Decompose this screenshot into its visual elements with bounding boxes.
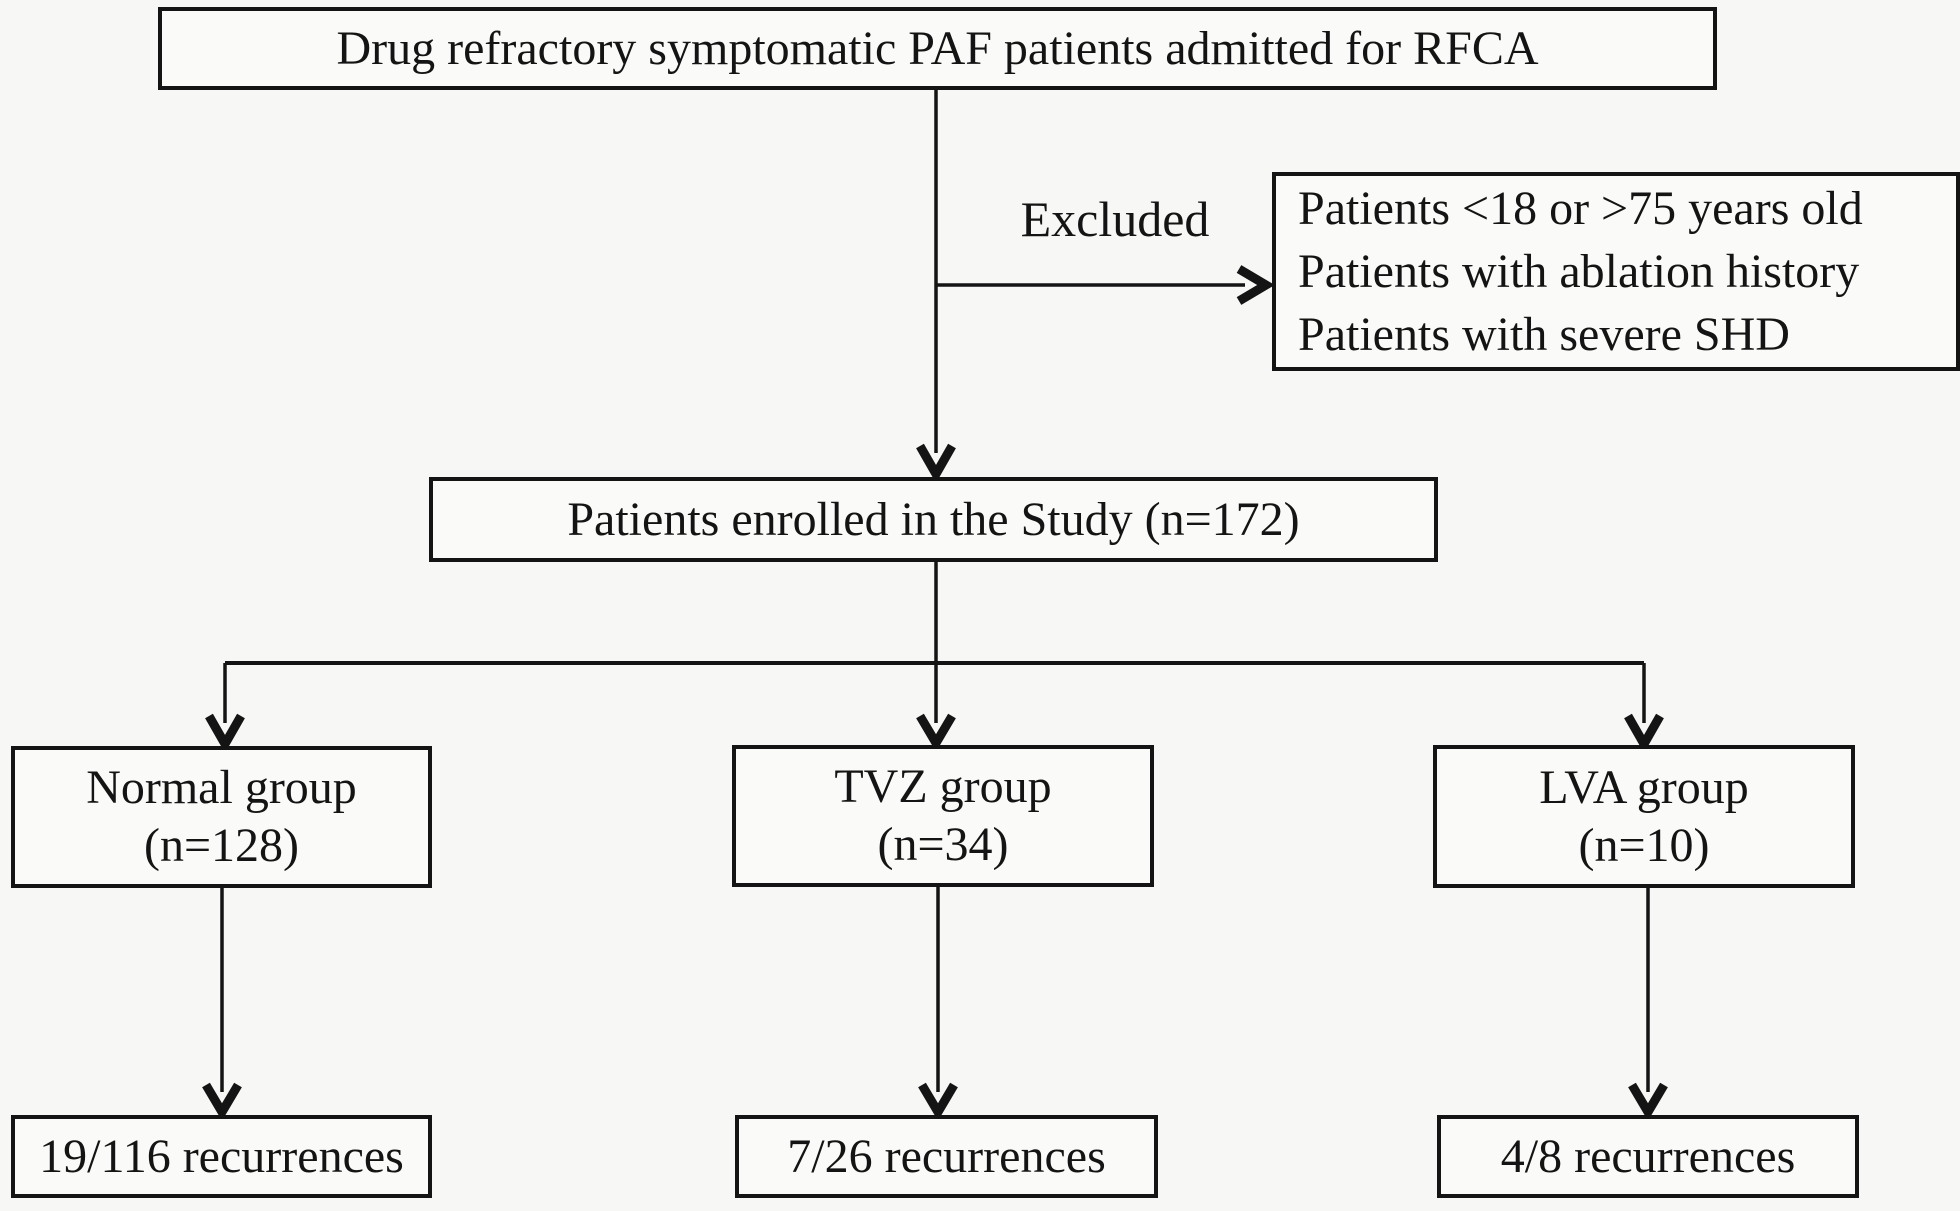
enrolled-box: Patients enrolled in the Study (n=172) bbox=[429, 477, 1438, 562]
normal-group-box: Normal group (n=128) bbox=[11, 746, 432, 888]
admission-text: Drug refractory symptomatic PAF patients… bbox=[336, 21, 1539, 75]
normal-group-name: Normal group bbox=[86, 761, 357, 814]
lva-recurrence-box: 4/8 recurrences bbox=[1437, 1115, 1859, 1198]
exclusion-box: Patients <18 or >75 years old Patients w… bbox=[1272, 172, 1960, 371]
exclusion-line-severe-shd: Patients with severe SHD bbox=[1298, 308, 1790, 361]
excluded-label: Excluded bbox=[1020, 191, 1210, 247]
arrowhead-right-exclusion bbox=[1236, 265, 1275, 305]
exclusion-line-ablation-history: Patients with ablation history bbox=[1298, 245, 1860, 298]
arrowhead-down-tvz-recurrence bbox=[918, 1082, 958, 1121]
lva-recurrence-text: 4/8 recurrences bbox=[1500, 1129, 1796, 1183]
tvz-group-n: (n=34) bbox=[877, 818, 1009, 871]
tvz-recurrence-text: 7/26 recurrences bbox=[787, 1129, 1106, 1183]
lva-group-box: LVA group (n=10) bbox=[1433, 745, 1855, 888]
normal-recurrence-text: 19/116 recurrences bbox=[39, 1129, 404, 1183]
tvz-group-name: TVZ group bbox=[834, 760, 1052, 813]
arrowhead-down-lva-group bbox=[1624, 713, 1664, 754]
lva-group-n: (n=10) bbox=[1578, 818, 1710, 872]
tvz-group-box: TVZ group (n=34) bbox=[732, 745, 1154, 887]
arrowhead-down-lva-recurrence bbox=[1628, 1082, 1668, 1121]
admission-box: Drug refractory symptomatic PAF patients… bbox=[158, 7, 1717, 90]
tvz-recurrence-box: 7/26 recurrences bbox=[735, 1115, 1158, 1198]
normal-recurrence-box: 19/116 recurrences bbox=[11, 1115, 432, 1198]
exclusion-line-age: Patients <18 or >75 years old bbox=[1298, 182, 1863, 235]
lva-group-name: LVA group bbox=[1539, 760, 1749, 814]
arrowhead-down-normal-group bbox=[205, 713, 245, 754]
enrolled-text: Patients enrolled in the Study (n=172) bbox=[567, 492, 1300, 546]
arrowhead-down-tvz-group bbox=[916, 713, 956, 752]
arrowhead-down-enrolled bbox=[916, 443, 956, 484]
normal-group-n: (n=128) bbox=[143, 819, 300, 872]
arrowhead-down-normal-recurrence bbox=[202, 1082, 242, 1121]
